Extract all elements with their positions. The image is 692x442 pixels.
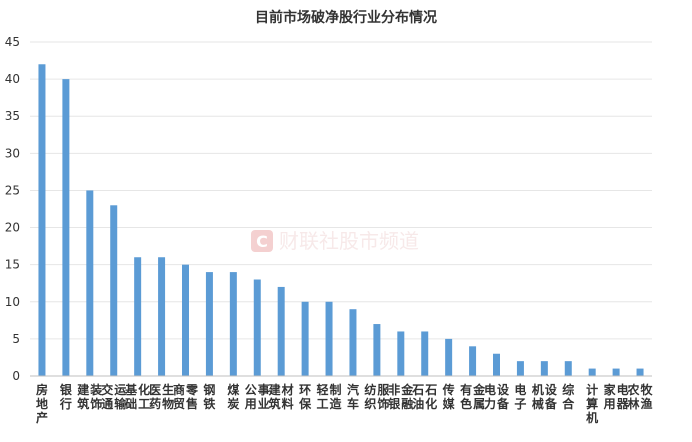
x-category-label: 煤炭 — [227, 382, 239, 411]
x-category-label: 医药生物 — [149, 382, 174, 411]
x-category-label: 石油石化 — [411, 383, 437, 411]
x-category-label: 环保 — [298, 383, 312, 411]
bar — [588, 368, 596, 376]
grid-layer — [30, 41, 652, 340]
x-category-label: 纺织服饰 — [364, 382, 390, 411]
x-axis-categories: 房地产银行建筑装饰交通运输基础化工医药生物商贸零售钢铁煤炭公用事业建筑材料环保轻… — [36, 382, 654, 425]
bar — [636, 368, 644, 376]
x-category-label: 建筑装饰 — [76, 382, 102, 411]
bar — [86, 190, 94, 376]
y-tick-label: 10 — [5, 295, 20, 309]
bar — [182, 264, 189, 376]
x-category-label: 建筑材料 — [268, 382, 294, 411]
watermark-text: 财联社股市频道 — [279, 229, 419, 253]
bar — [62, 79, 70, 376]
chart-title: 目前市场破净股行业分布情况 — [255, 9, 437, 26]
x-category-label: 汽车 — [347, 382, 359, 411]
bar — [110, 205, 118, 376]
bar — [421, 331, 429, 376]
x-category-label: 房地产 — [36, 382, 48, 425]
y-tick-label: 35 — [5, 109, 20, 123]
y-tick-label: 0 — [12, 369, 20, 383]
x-category-label: 公用事业 — [244, 382, 270, 411]
bar — [301, 301, 309, 376]
bar — [564, 361, 572, 376]
y-tick-label: 25 — [5, 183, 20, 197]
bar — [540, 361, 548, 376]
y-tick-label: 20 — [5, 221, 20, 235]
x-category-label: 机械设备 — [532, 382, 558, 411]
bar — [397, 331, 405, 376]
y-tick-label: 30 — [5, 146, 20, 160]
y-tick-label: 5 — [12, 332, 20, 346]
bar — [469, 346, 477, 376]
watermark-logo-letter: C — [256, 232, 268, 251]
bar — [373, 324, 381, 376]
bar — [134, 257, 142, 376]
bar — [229, 272, 237, 376]
bar — [445, 338, 453, 376]
x-category-label: 银行 — [59, 382, 73, 411]
y-tick-label: 45 — [5, 35, 20, 49]
bar — [205, 272, 213, 376]
watermark: C 财联社股市频道 — [251, 229, 419, 253]
bar — [349, 309, 357, 376]
x-category-label: 家用电器 — [603, 382, 630, 411]
x-category-label: 农林牧渔 — [627, 382, 654, 411]
x-category-label: 基础化工 — [124, 382, 150, 411]
x-category-label: 商贸零售 — [173, 382, 199, 411]
x-category-label: 综合 — [562, 382, 575, 411]
bar — [253, 279, 261, 376]
x-category-label: 电力设备 — [484, 382, 510, 411]
watermark-logo-icon — [251, 230, 273, 252]
bar — [516, 361, 524, 376]
x-category-label: 轻工制造 — [317, 382, 343, 411]
y-tick-label: 15 — [5, 258, 20, 272]
x-category-label: 钢铁 — [203, 382, 215, 411]
x-category-label: 传媒 — [442, 382, 456, 411]
y-tick-label: 40 — [5, 72, 20, 86]
bar — [612, 368, 620, 376]
x-category-label: 电子 — [514, 382, 526, 411]
y-axis-ticks: 0 5 10 15 20 25 30 35 40 45 — [5, 35, 20, 383]
bar — [493, 353, 500, 376]
bar — [158, 257, 166, 376]
x-category-label: 计算机 — [586, 382, 598, 425]
x-category-label: 有色金属 — [460, 382, 486, 411]
bar-layer — [38, 64, 644, 377]
bar — [325, 301, 333, 376]
bar — [38, 64, 46, 377]
x-category-label: 交通运输 — [101, 382, 127, 411]
bar — [277, 286, 285, 376]
x-category-label: 非银金融 — [388, 382, 414, 411]
